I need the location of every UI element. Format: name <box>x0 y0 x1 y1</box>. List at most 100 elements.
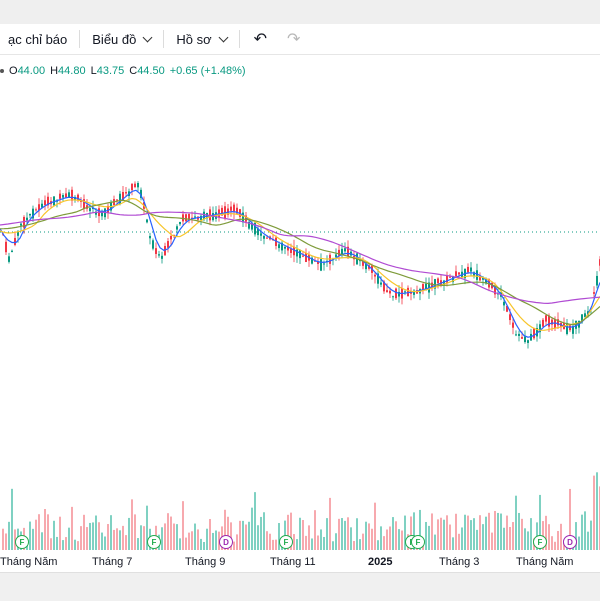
candle-body <box>68 192 70 198</box>
candle-body <box>476 270 478 280</box>
volume-bar <box>590 520 592 550</box>
volume-bar <box>398 529 400 550</box>
candle-body <box>302 255 304 257</box>
volume-bar <box>593 475 595 550</box>
undo-icon[interactable]: ↶ <box>253 31 268 48</box>
candle-body <box>338 249 340 256</box>
candle-body <box>359 260 361 262</box>
candle-body <box>506 305 508 312</box>
volume-bar <box>68 527 70 550</box>
volume-bar <box>377 540 379 550</box>
x-tick-label: Tháng 3 <box>439 556 480 568</box>
candle-body <box>248 221 250 229</box>
volume-bar <box>290 512 292 550</box>
volume-bar <box>143 526 145 550</box>
volume-bar <box>431 513 433 550</box>
volume-bar <box>365 521 367 550</box>
toolbar-divider <box>238 30 240 48</box>
volume-bar <box>242 520 244 550</box>
candle-body <box>569 325 571 331</box>
volume-bar <box>185 537 187 550</box>
volume-bar <box>509 527 511 550</box>
ma-long-line <box>0 211 600 305</box>
candle-body <box>533 328 535 339</box>
candle-body <box>521 337 523 339</box>
chart-type-menu[interactable]: Biểu đồ <box>84 24 159 54</box>
volume-bar <box>434 534 436 550</box>
volume-bar <box>5 533 7 550</box>
candle-body <box>473 272 475 276</box>
candle-body <box>284 246 286 249</box>
candle-body <box>119 193 121 204</box>
volume-bar <box>368 523 370 550</box>
volume-bar <box>32 528 34 550</box>
close-value: 44.50 <box>137 65 165 77</box>
candle-body <box>74 196 76 201</box>
candle-body <box>77 194 79 201</box>
candle-body <box>251 222 253 230</box>
profile-menu[interactable]: Hồ sơ <box>168 24 234 54</box>
volume-bar <box>551 536 553 550</box>
volume-bar <box>53 520 55 550</box>
candle-body <box>164 246 166 256</box>
ma-fast-line <box>0 189 600 338</box>
financial-event-marker[interactable]: F <box>279 535 293 549</box>
candle-body <box>221 207 223 216</box>
volume-bar <box>401 530 403 550</box>
volume-bar <box>584 511 586 550</box>
candle-body <box>467 266 469 273</box>
price-chart[interactable] <box>0 55 600 555</box>
financial-event-marker[interactable]: F <box>533 535 547 549</box>
volume-bar <box>92 522 94 550</box>
volume-bar <box>194 523 196 550</box>
volume-bar <box>167 513 169 550</box>
candle-body <box>5 241 7 253</box>
toolbar-divider <box>163 30 165 48</box>
candle-body <box>413 290 415 295</box>
volume-bar <box>578 536 580 550</box>
candle-body <box>275 237 277 246</box>
dividend-event-marker[interactable]: D <box>563 535 577 549</box>
volume-bar <box>524 528 526 550</box>
chart-toolbar: ạc chỉ báo Biểu đồ Hồ sơ ↶ ↷ <box>0 24 600 55</box>
candle-body <box>422 284 424 291</box>
candle-body <box>296 249 298 257</box>
candle-body <box>293 246 295 256</box>
candle-body <box>47 196 49 206</box>
candle-body <box>518 333 520 336</box>
candle-body <box>140 189 142 199</box>
candle-body <box>23 216 25 228</box>
volume-bar <box>161 527 163 550</box>
candle-body <box>161 255 163 259</box>
candle-body <box>26 217 28 221</box>
candle-body <box>380 282 382 285</box>
financial-event-marker[interactable]: F <box>411 535 425 549</box>
volume-bar <box>269 533 271 550</box>
financial-event-marker[interactable]: F <box>147 535 161 549</box>
dividend-event-marker[interactable]: D <box>219 535 233 549</box>
candle-body <box>95 211 97 215</box>
x-tick-label: Tháng Năm <box>0 556 58 568</box>
volume-bar <box>74 539 76 550</box>
financial-event-marker[interactable]: F <box>15 535 29 549</box>
candle-body <box>137 182 139 188</box>
volume-bar <box>140 525 142 550</box>
volume-bar <box>65 537 67 550</box>
volume-bar <box>476 529 478 550</box>
candle-body <box>146 219 148 223</box>
candle-body <box>458 272 460 275</box>
candle-body <box>62 195 64 198</box>
candle-body <box>263 235 265 239</box>
candle-body <box>167 241 169 248</box>
change-value: +0.65 (+1.48%) <box>169 65 246 77</box>
volume-bar <box>83 514 85 550</box>
volume-bar <box>251 507 253 550</box>
volume-bar <box>392 517 394 550</box>
volume-bar <box>272 539 274 550</box>
candle-body <box>317 261 319 264</box>
redo-icon[interactable]: ↷ <box>287 31 301 48</box>
indicators-button[interactable]: ạc chỉ báo <box>0 24 75 54</box>
volume-bar <box>560 523 562 550</box>
bottom-bar <box>0 572 600 601</box>
open-key: O <box>9 65 18 77</box>
